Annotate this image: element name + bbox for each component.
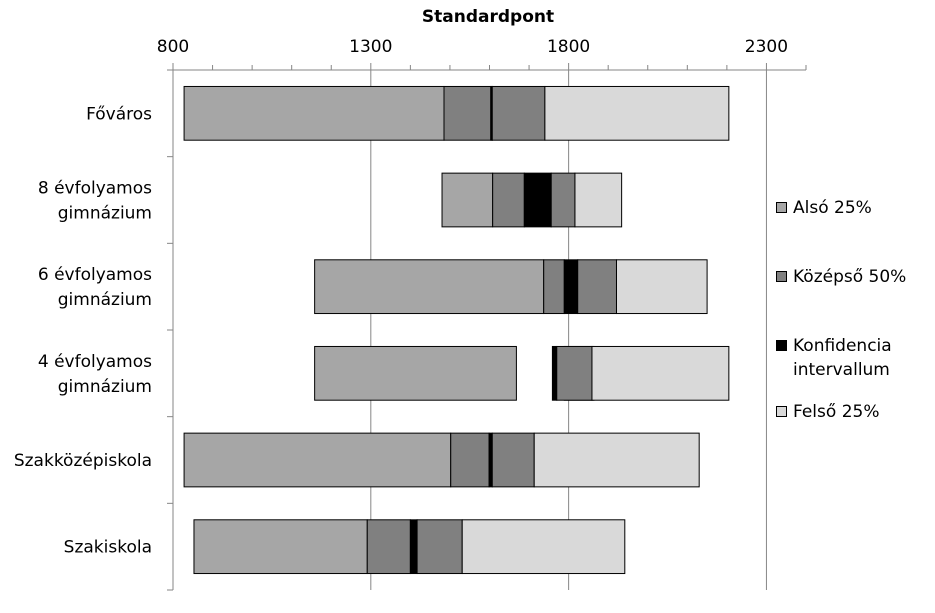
category-label: Főváros [86,104,152,124]
bar-segment [193,519,368,575]
tick-label: 800 [157,37,189,57]
axis-title: Standardpont [422,7,554,27]
bar-segment [450,432,490,488]
bars [183,85,730,575]
bar-segment [416,519,463,575]
bar-segment [533,432,700,488]
category-label: gimnázium [58,204,152,224]
bar-segment [544,85,730,141]
legend-swatch [776,271,787,282]
legend-label: Konfidencia intervallum [793,336,892,380]
bar-segment [551,345,558,401]
category-label: Szakiskola [64,538,152,558]
tick-label: 2300 [745,37,788,57]
legend-swatch [776,340,787,351]
legend-swatch [776,406,787,417]
bar-segment [556,345,593,401]
legend-swatch [776,202,787,213]
bar-segment [574,172,623,228]
bar-segment [441,172,494,228]
bar-segment [443,85,493,141]
category-label: gimnázium [58,377,152,397]
legend-item: Felső 25% [776,400,879,424]
bar-segment [492,172,525,228]
category-label: gimnázium [58,290,152,310]
bar-segment [461,519,626,575]
legend-label: Középső 50% [793,267,907,287]
category-label: 6 évfolyamos [38,265,152,285]
bar-segment [543,259,565,315]
legend-label: Alsó 25% [793,198,872,218]
bar-segment [183,432,452,488]
gridlines [370,70,767,590]
legend-item: Alsó 25% [776,196,872,220]
bar-segment [491,85,546,141]
legend-item: Középső 50% [776,265,906,289]
tick-label: 1800 [547,37,590,57]
bar-segment [523,172,552,228]
tick-label: 1300 [349,37,392,57]
bar-segment [491,432,535,488]
category-label: Szakközépiskola [14,451,152,471]
category-label: 8 évfolyamos [38,179,152,199]
bar-segment [314,345,517,401]
bar-segment [366,519,411,575]
bar-segment [563,259,579,315]
legend-label: Felső 25% [793,402,880,422]
bar-segment [591,345,730,401]
bar-segment [577,259,617,315]
bar-segment [314,259,545,315]
bar-segment [183,85,445,141]
bar-segment [409,519,418,575]
x-axis: 800 1300 1800 2300 [157,37,807,71]
bar-segment [615,259,708,315]
category-axis: Főváros 8 évfolyamos gimnázium 6 évfolyamos… [14,69,174,591]
legend-item: Konfidencia intervallum [776,334,892,382]
category-label: 4 évfolyamos [38,352,152,372]
bar-segment [550,172,576,228]
